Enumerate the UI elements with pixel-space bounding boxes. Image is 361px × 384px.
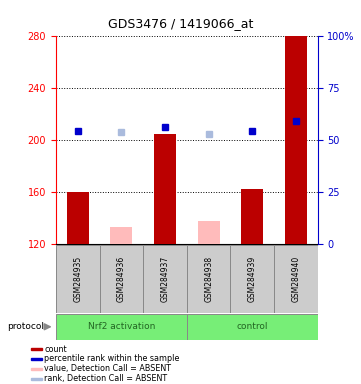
Text: percentile rank within the sample: percentile rank within the sample [44,354,179,363]
Bar [100,245,143,313]
Text: GSM284939: GSM284939 [248,256,257,302]
Bar [187,245,230,313]
Bar [31,377,42,380]
Bar [187,314,318,340]
Bar [56,314,187,340]
Text: control: control [236,322,268,331]
Bar [143,245,187,313]
Text: Nrf2 activation: Nrf2 activation [88,322,155,331]
Text: GSM284936: GSM284936 [117,256,126,302]
Text: GSM284938: GSM284938 [204,256,213,302]
Bar [230,245,274,313]
Bar [242,189,263,244]
Text: value, Detection Call = ABSENT: value, Detection Call = ABSENT [44,364,171,373]
Bar [67,192,89,244]
Bar [198,220,219,244]
Bar [285,36,307,244]
Bar [31,367,42,370]
Text: protocol: protocol [7,322,44,331]
Bar [110,227,132,244]
Bar [56,245,100,313]
Text: GSM284937: GSM284937 [161,256,170,302]
Text: GDS3476 / 1419066_at: GDS3476 / 1419066_at [108,17,253,30]
Bar [274,245,318,313]
Text: rank, Detection Call = ABSENT: rank, Detection Call = ABSENT [44,374,167,383]
Bar [154,134,176,244]
Text: GSM284940: GSM284940 [291,256,300,302]
Text: GSM284935: GSM284935 [73,256,82,302]
Bar [31,348,42,350]
Bar [31,358,42,360]
Text: count: count [44,344,67,354]
